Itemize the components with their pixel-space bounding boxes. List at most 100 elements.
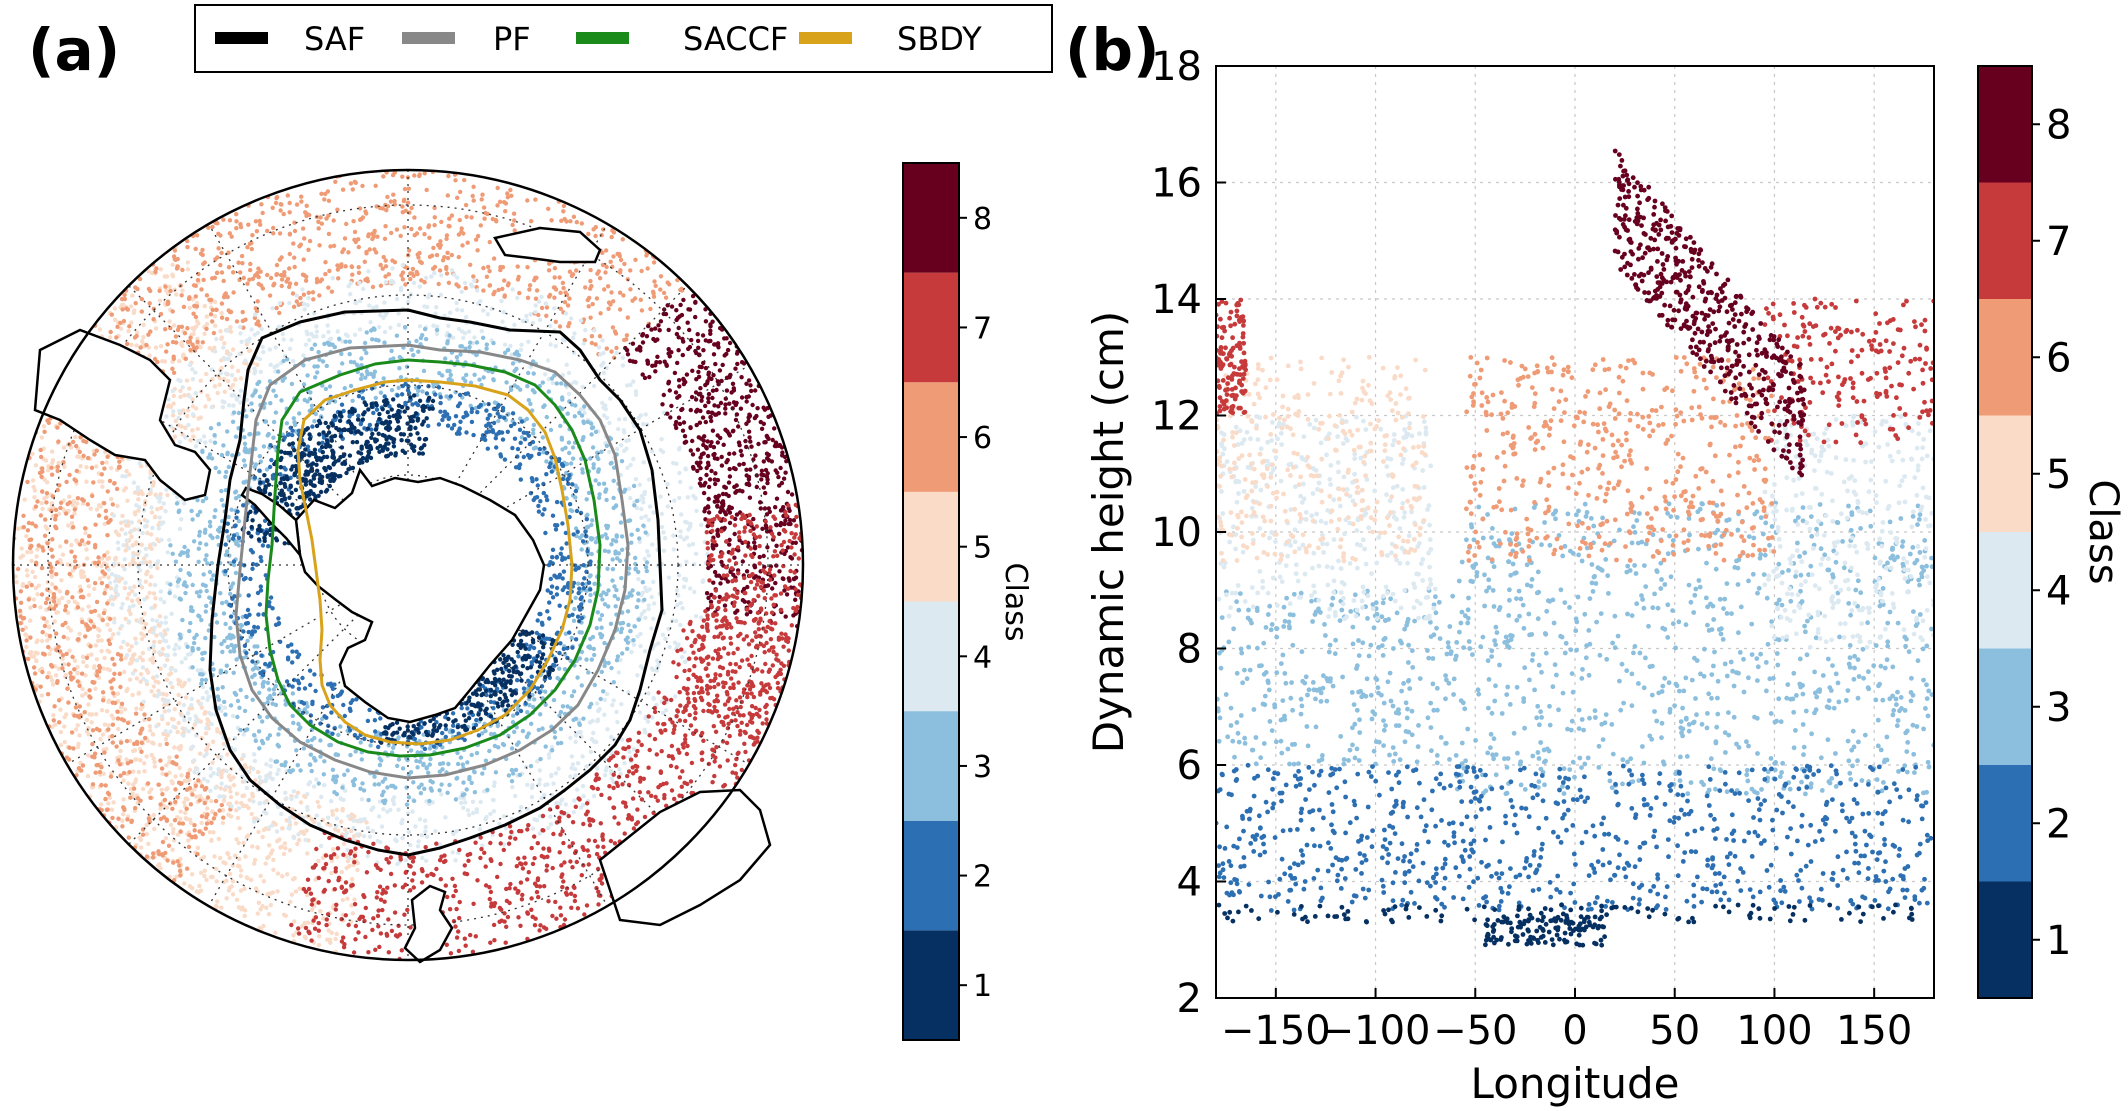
map-point-class-4 <box>291 358 296 364</box>
map-point-class-6 <box>279 283 284 289</box>
map-point-class-3 <box>297 727 302 732</box>
map-point-class-6 <box>303 278 309 283</box>
map-point-class-6 <box>166 843 172 848</box>
map-point-class-6 <box>26 656 31 662</box>
map-point-class-6 <box>279 202 284 207</box>
map-point-class-5 <box>224 878 229 883</box>
map-point-class-4 <box>663 708 669 713</box>
map-point-class-6 <box>65 686 70 691</box>
map-point-class-5 <box>78 464 83 469</box>
map-point-class-3 <box>597 617 603 622</box>
map-point-class-6 <box>639 268 644 274</box>
map-point-class-5 <box>140 339 145 344</box>
map-point-class-6 <box>350 272 355 277</box>
map-point-class-6 <box>56 439 61 444</box>
map-point-class-6 <box>501 200 507 205</box>
map-point-class-3 <box>591 465 596 470</box>
map-point-class-5 <box>53 673 59 678</box>
map-point-class-3 <box>590 445 596 450</box>
map-point-class-4 <box>157 691 162 696</box>
map-point-class-4 <box>244 785 250 791</box>
map-point-class-3 <box>455 761 461 767</box>
legend-label-sbdy: SBDY <box>897 20 982 58</box>
map-point-class-3 <box>618 621 623 626</box>
map-point-class-6 <box>525 198 530 203</box>
map-point-class-5 <box>309 817 314 822</box>
map-point-class-5 <box>63 712 69 717</box>
map-point-class-5 <box>172 287 177 292</box>
map-point-class-5 <box>132 490 138 495</box>
map-point-class-5 <box>99 563 104 569</box>
map-point-class-4 <box>181 703 187 708</box>
map-point-class-6 <box>50 537 55 542</box>
map-point-class-3 <box>643 565 649 570</box>
map-point-class-3 <box>248 431 253 437</box>
map-point-class-3 <box>308 752 313 757</box>
map-point-class-5 <box>277 837 282 842</box>
map-point-class-6 <box>204 815 209 820</box>
map-point-class-5 <box>228 789 233 794</box>
map-point-class-6 <box>304 203 309 208</box>
map-point-class-3 <box>197 533 202 538</box>
map-point-class-6 <box>70 595 75 600</box>
map-point-class-5 <box>230 382 236 388</box>
map-point-class-4 <box>220 405 225 410</box>
map-point-class-5 <box>87 712 92 717</box>
map-point-class-6 <box>495 203 500 208</box>
map-point-class-5 <box>44 619 49 624</box>
map-point-class-4 <box>602 697 608 703</box>
map-point-class-3 <box>360 781 365 786</box>
map-point-class-5 <box>355 867 360 873</box>
map-point-class-5 <box>107 795 113 800</box>
map-point-class-6 <box>145 781 151 786</box>
map-point-class-5 <box>218 855 223 861</box>
map-point-class-3 <box>260 684 266 689</box>
map-point-class-6 <box>238 224 244 230</box>
map-point-class-6 <box>565 303 571 308</box>
map-point-class-6 <box>49 465 54 470</box>
map-point-class-4 <box>625 383 630 388</box>
map-point-class-5 <box>302 934 307 939</box>
map-point-class-4 <box>569 754 574 759</box>
map-point-class-5 <box>102 722 108 727</box>
map-point-class-3 <box>371 374 376 379</box>
map-point-class-3 <box>526 370 531 376</box>
map-point-class-6 <box>186 296 192 302</box>
map-point-class-4 <box>208 766 213 771</box>
map-point-class-4 <box>481 308 486 313</box>
map-point-class-5 <box>84 556 90 561</box>
map-point-class-6 <box>112 481 117 486</box>
map-point-class-5 <box>214 879 219 884</box>
map-point-class-5 <box>228 777 233 783</box>
map-point-class-6 <box>402 225 407 230</box>
map-point-class-6 <box>72 554 78 559</box>
map-point-class-5 <box>155 537 160 542</box>
map-point-class-4 <box>530 783 535 788</box>
map-point-class-4 <box>225 328 230 333</box>
map-point-class-6 <box>93 560 98 566</box>
map-point-class-3 <box>189 508 194 514</box>
map-point-class-4 <box>134 658 140 663</box>
map-point-class-6 <box>265 228 270 234</box>
map-point-class-5 <box>187 767 193 772</box>
map-point-class-6 <box>160 839 166 845</box>
map-point-class-5 <box>101 560 107 566</box>
map-point-class-3 <box>279 398 284 403</box>
map-point-class-6 <box>194 233 200 238</box>
map-point-class-5 <box>138 837 144 843</box>
map-point-class-6 <box>252 273 258 278</box>
map-point-class-4 <box>542 372 548 377</box>
map-point-class-4 <box>611 698 616 703</box>
map-point-class-6 <box>79 671 85 676</box>
map-point-class-5 <box>170 413 176 418</box>
map-point-class-6 <box>438 239 443 244</box>
map-point-class-3 <box>611 478 616 483</box>
map-point-class-6 <box>301 257 306 262</box>
map-point-class-3 <box>411 798 417 804</box>
map-point-class-5 <box>180 432 185 437</box>
map-point-class-5 <box>215 390 220 396</box>
map-point-class-6 <box>116 758 121 763</box>
map-point-class-6 <box>652 279 657 284</box>
map-point-class-4 <box>303 342 309 347</box>
map-point-class-5 <box>183 695 189 700</box>
